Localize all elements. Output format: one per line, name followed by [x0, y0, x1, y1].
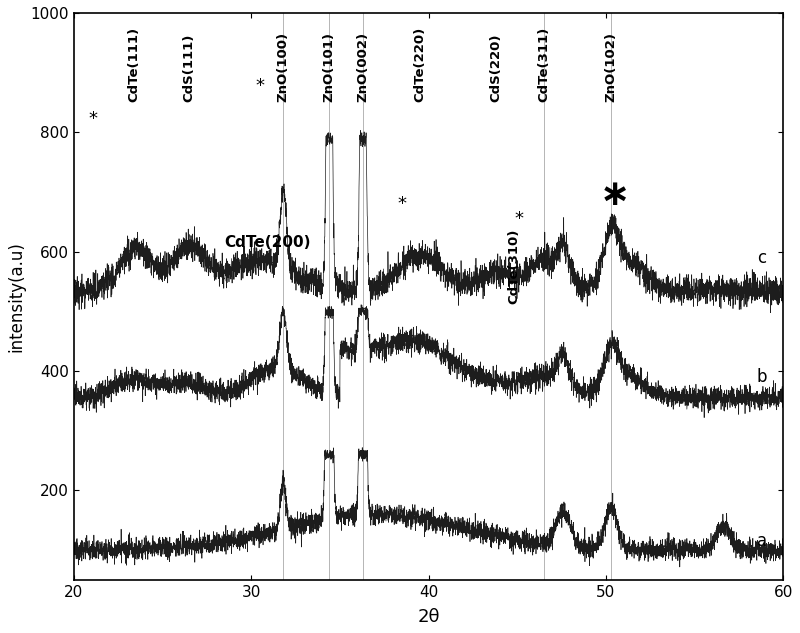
Text: ZnO(101): ZnO(101) — [322, 32, 336, 103]
X-axis label: 2θ: 2θ — [418, 608, 440, 626]
Text: *: * — [398, 195, 406, 213]
Text: CdS(220): CdS(220) — [490, 34, 502, 103]
Text: ZnO(102): ZnO(102) — [605, 32, 618, 103]
Text: *: * — [514, 210, 523, 228]
Text: CdS(111): CdS(111) — [182, 34, 196, 103]
Y-axis label: intensity(a.u): intensity(a.u) — [7, 241, 25, 352]
Text: *: * — [89, 110, 98, 128]
Text: CdTe(200): CdTe(200) — [225, 235, 311, 250]
Text: CdTe(220): CdTe(220) — [414, 27, 426, 103]
Text: ZnO(100): ZnO(100) — [277, 32, 290, 103]
Text: CdTe(310): CdTe(310) — [507, 228, 520, 304]
Text: b: b — [757, 368, 767, 386]
Text: *: * — [256, 77, 265, 95]
Text: ZnO(002): ZnO(002) — [357, 32, 370, 103]
Text: c: c — [757, 249, 766, 266]
Text: CdTe(111): CdTe(111) — [128, 27, 141, 103]
Text: ∗: ∗ — [600, 178, 630, 212]
Text: a: a — [757, 532, 767, 550]
Text: CdTe(311): CdTe(311) — [538, 27, 550, 103]
